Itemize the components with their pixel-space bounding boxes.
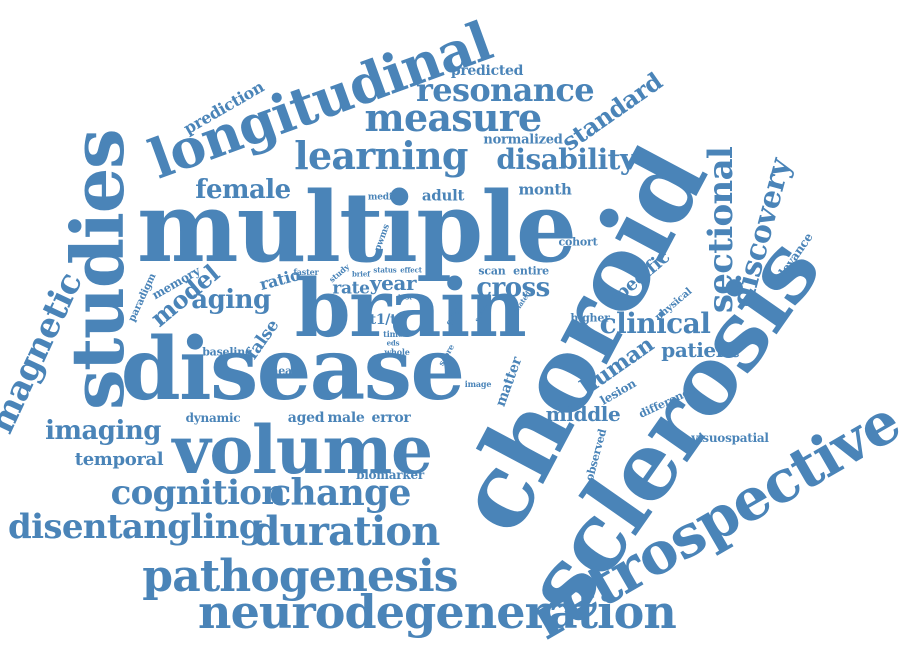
word-patient: patient bbox=[661, 338, 739, 362]
word-pathogenesis: pathogenesis bbox=[142, 551, 458, 602]
word-learning: learning bbox=[294, 133, 468, 178]
word-whole: whole bbox=[384, 347, 410, 357]
word-year: year bbox=[369, 271, 417, 295]
word-error: error bbox=[371, 410, 411, 426]
word-change: change bbox=[269, 472, 411, 514]
word-eds: eds bbox=[386, 338, 400, 348]
word-cognition: cognition bbox=[110, 473, 286, 513]
word-median: median bbox=[367, 192, 405, 203]
word-aged: aged bbox=[287, 410, 325, 426]
word-month: month bbox=[518, 180, 572, 199]
word-adult: adult bbox=[421, 186, 465, 205]
word-scan: scan bbox=[478, 264, 506, 278]
word-temporal: temporal bbox=[74, 449, 164, 470]
word-neurodegeneration: neurodegeneration bbox=[198, 585, 677, 639]
word-studies: studies bbox=[55, 129, 140, 411]
word-measure: measure bbox=[364, 95, 543, 140]
word-middle: middle bbox=[545, 402, 621, 426]
word-disentangling: disentangling bbox=[8, 507, 263, 547]
word-resonance: resonance bbox=[416, 71, 595, 109]
word-linear: linear bbox=[262, 364, 298, 378]
word-effect: effect bbox=[400, 265, 422, 275]
word-visuospatial: visuospatial bbox=[691, 431, 769, 445]
word-imaging: imaging bbox=[45, 416, 161, 446]
word-t1t: t1/t bbox=[369, 312, 397, 328]
word-faster: faster bbox=[293, 267, 319, 277]
word-predicted: predicted bbox=[450, 63, 524, 79]
word-brain: brain bbox=[294, 261, 527, 355]
word-aging: aging bbox=[191, 285, 271, 315]
word-biomarker: biomarker bbox=[356, 468, 424, 482]
word-clinical: clinical bbox=[599, 307, 711, 340]
word-male: male bbox=[327, 410, 365, 426]
word-image: image bbox=[464, 379, 492, 389]
word-volume: volume bbox=[172, 411, 433, 489]
word-time: time bbox=[383, 329, 403, 339]
word-rate: rate bbox=[332, 278, 370, 299]
word-disease: disease bbox=[120, 319, 465, 420]
word-cohort: cohort bbox=[558, 235, 598, 249]
word-cross: cross bbox=[476, 273, 550, 303]
word-brief: brief bbox=[351, 269, 371, 279]
word-female: female bbox=[195, 175, 291, 205]
word-status: status bbox=[373, 265, 397, 275]
word-duration: duration bbox=[252, 508, 440, 555]
word-baseline: baseline bbox=[202, 345, 252, 359]
word-entire: entire bbox=[513, 264, 549, 278]
word-test: test bbox=[397, 292, 413, 302]
word-dynamic: dynamic bbox=[185, 411, 241, 425]
word-disability: disability bbox=[496, 143, 636, 176]
word-multiple: multiple bbox=[137, 171, 577, 284]
word-higher: higher bbox=[570, 311, 610, 325]
word-normalized: normalized bbox=[483, 132, 563, 148]
